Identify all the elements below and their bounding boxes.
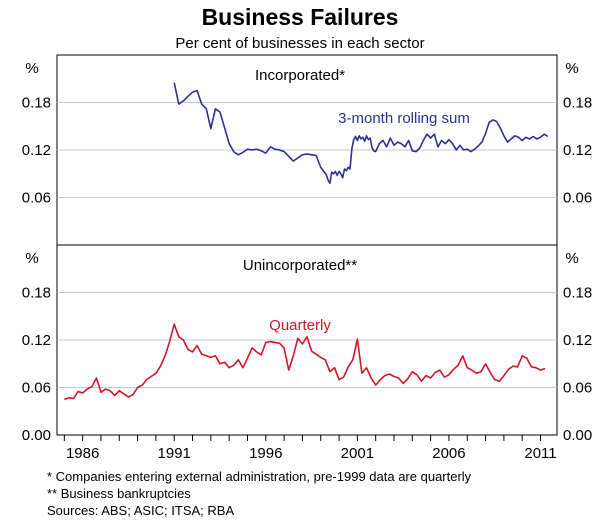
y-tick-label-left: 0.06 <box>22 190 51 207</box>
chart-title: Business Failures <box>202 4 399 30</box>
x-tick-label: 1991 <box>158 445 191 462</box>
y-tick-label-left: 0.06 <box>22 380 51 397</box>
y-tick-label-right: 0.00 <box>563 427 592 444</box>
panel-incorporated: 0.18 0.18 0.12 0.12 0.06 0.06% % Incorporated* 3… <box>22 60 592 207</box>
chart-subtitle: Per cent of businesses in each sector <box>175 35 424 52</box>
y-tick-label-right: 0.12 <box>563 142 592 159</box>
y-unit-label-right: % <box>565 250 578 267</box>
y-tick-label-right: 0.12 <box>563 332 592 349</box>
panels-layer: 0.18 0.18 0.12 0.12 0.06 0.06% % Incorporated* 3… <box>22 60 592 444</box>
panel-title-unincorporated: Unincorporated** <box>243 257 357 274</box>
footnote-unincorporated: ** Business bankruptcies <box>47 486 191 501</box>
y-tick-label-right: 0.18 <box>563 95 592 112</box>
series-line-rolling-sum <box>173 82 549 185</box>
x-tick-label: 2011 <box>524 445 556 462</box>
series-line-quarterly <box>64 323 546 401</box>
y-tick-label-right: 0.06 <box>563 380 592 397</box>
x-axis: 1986 1991 1996 2001 2006 2011 <box>63 435 557 462</box>
x-tick-label: 1986 <box>66 445 99 462</box>
panel-title-incorporated: Incorporated* <box>255 67 345 84</box>
y-unit-label-left: % <box>25 250 38 267</box>
x-tick-label: 1996 <box>249 445 282 462</box>
y-tick-label-left: 0.12 <box>22 142 51 159</box>
y-unit-label-left: % <box>25 60 38 77</box>
x-tick-label: 2001 <box>341 445 374 462</box>
y-unit-label-right: % <box>565 60 578 77</box>
y-tick-label-right: 0.18 <box>563 285 592 302</box>
panel-unincorporated: 0.18 0.18 0.12 0.12 0.06 0.06 0.00 0.00% % Uninco… <box>22 250 592 444</box>
x-tick-label: 2006 <box>432 445 465 462</box>
y-tick-label-left: 0.12 <box>22 332 51 349</box>
y-tick-label-left: 0.18 <box>22 95 51 112</box>
y-tick-label-left: 0.00 <box>22 427 51 444</box>
footnotes: * Companies entering external administra… <box>47 469 472 518</box>
series-label-quarterly: Quarterly <box>269 317 331 334</box>
series-label-rolling-sum: 3-month rolling sum <box>338 110 470 127</box>
footnote-sources: Sources: ABS; ASIC; ITSA; RBA <box>47 503 234 518</box>
footnote-incorporated: * Companies entering external administra… <box>47 469 472 484</box>
y-tick-label-right: 0.06 <box>563 190 592 207</box>
plot-frame <box>56 54 558 436</box>
y-tick-label-left: 0.18 <box>22 285 51 302</box>
